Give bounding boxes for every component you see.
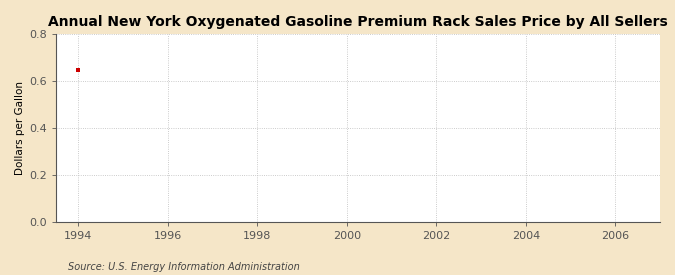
Title: Annual New York Oxygenated Gasoline Premium Rack Sales Price by All Sellers: Annual New York Oxygenated Gasoline Prem… [48,15,668,29]
Text: Source: U.S. Energy Information Administration: Source: U.S. Energy Information Administ… [68,262,299,272]
Y-axis label: Dollars per Gallon: Dollars per Gallon [15,81,25,175]
